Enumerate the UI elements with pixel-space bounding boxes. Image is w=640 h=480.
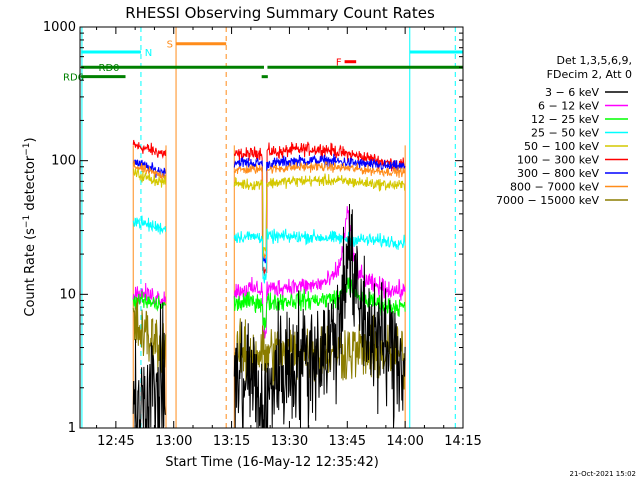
chart-title: RHESSI Observing Summary Count Rates: [125, 4, 435, 22]
series-line-25-50-kev: [132, 215, 406, 284]
legend-label-3-6-kev: 3 − 6 keV: [545, 86, 599, 99]
flag-label-rd6: RD6: [63, 73, 84, 84]
y-axis-label-sup2: −1: [22, 142, 32, 155]
x-tick-label-12-45: 12:45: [97, 434, 134, 449]
flag-label-f: F: [336, 58, 342, 69]
footer-timestamp: 21-Oct-2021 15:02: [570, 470, 636, 478]
legend-header-line1: Det 1,3,5,6,9,: [556, 54, 632, 67]
plot-area: RD0 RD6 N S F: [63, 27, 463, 429]
x-tick-label-14-00: 14:00: [386, 434, 423, 449]
legend-label-800-7000-kev: 800 − 7000 keV: [510, 181, 599, 194]
x-tick-label-13-45: 13:45: [329, 434, 366, 449]
y-axis-label-mid: detector: [23, 155, 38, 215]
legend-label-100-300-kev: 100 − 300 keV: [517, 154, 599, 167]
y-tick-label-100: 100: [51, 154, 76, 169]
legend-label-12-25-kev: 12 − 25 keV: [531, 113, 599, 126]
x-tick-label-13-00: 13:00: [155, 434, 192, 449]
flag-label-s: S: [167, 40, 173, 51]
x-tick-label-13-15: 13:15: [213, 434, 250, 449]
x-tick-label-13-30: 13:30: [271, 434, 308, 449]
legend-label-6-12-kev: 6 − 12 keV: [538, 100, 599, 113]
y-axis-label-end: ): [23, 137, 38, 142]
axes: 12:45 13:00 13:15 13:30 13:45 14:00 14:15 1 10 10…: [43, 20, 482, 449]
legend-label-25-50-kev: 25 − 50 keV: [531, 127, 599, 140]
y-axis-label: Count Rate (s−1 detector−1): [22, 137, 38, 316]
y-axis-label-main: Count Rate (s: [23, 228, 38, 317]
flag-label-rd0: RD0: [99, 63, 120, 74]
legend-label-7000-15000-kev: 7000 − 15000 keV: [496, 194, 599, 207]
x-axis-label: Start Time (16-May-12 12:35:42): [165, 455, 379, 470]
flag-label-n: N: [145, 48, 152, 59]
legend-header-line2: FDecim 2, Att 0: [547, 68, 632, 81]
x-tick-label-14-15: 14:15: [444, 434, 481, 449]
y-tick-label-10: 10: [59, 287, 76, 302]
series-line-3-6-kev: [132, 203, 406, 429]
y-tick-label-1000: 1000: [43, 20, 76, 35]
legend: Det 1,3,5,6,9, FDecim 2, Att 0 3 − 6 keV…: [496, 54, 632, 207]
series-line-50-100-kev: [132, 168, 406, 256]
y-tick-label-1: 1: [68, 421, 76, 436]
legend-label-300-800-kev: 300 − 800 keV: [517, 167, 599, 180]
plot-frame: [79, 26, 464, 429]
y-axis-label-sup1: −1: [22, 215, 32, 228]
legend-label-50-100-kev: 50 − 100 keV: [524, 140, 599, 153]
